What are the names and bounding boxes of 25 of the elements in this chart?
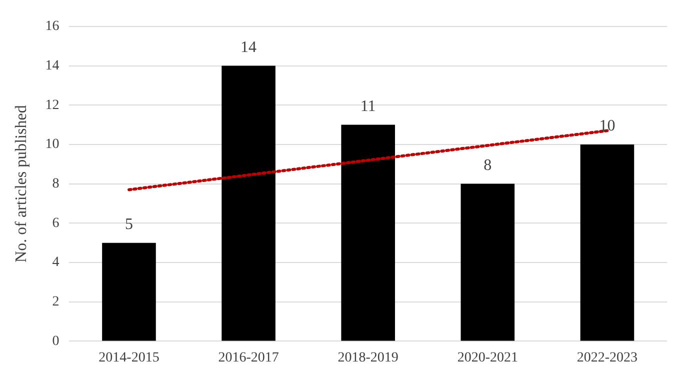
y-tick-label: 14 bbox=[45, 58, 60, 74]
y-tick-label: 12 bbox=[45, 98, 60, 113]
bar bbox=[102, 242, 156, 341]
bar bbox=[222, 66, 276, 341]
y-axis-title: No. of articles published bbox=[12, 105, 30, 262]
y-tick-label: 4 bbox=[52, 255, 60, 270]
y-tick-label: 8 bbox=[52, 176, 60, 192]
x-tick-label: 2018-2019 bbox=[338, 350, 398, 366]
y-tick-label: 6 bbox=[52, 216, 60, 231]
data-label: 8 bbox=[484, 157, 492, 174]
data-label: 10 bbox=[599, 118, 616, 135]
x-tick-label: 2016-2017 bbox=[218, 350, 279, 366]
bar bbox=[341, 124, 395, 341]
data-label: 11 bbox=[360, 98, 376, 115]
x-tick-label: 2014-2015 bbox=[98, 350, 160, 366]
data-label: 5 bbox=[124, 216, 133, 234]
data-label: 14 bbox=[240, 38, 257, 56]
bar bbox=[580, 144, 634, 341]
y-tick-label: 10 bbox=[45, 137, 60, 152]
x-tick-label: 2020-2021 bbox=[457, 350, 518, 366]
y-tick-label: 2 bbox=[52, 294, 60, 310]
x-tick-label: 2022-2023 bbox=[576, 350, 638, 366]
y-tick-label: 16 bbox=[45, 19, 60, 34]
y-tick-label: 0 bbox=[52, 334, 60, 349]
bar bbox=[460, 184, 515, 341]
